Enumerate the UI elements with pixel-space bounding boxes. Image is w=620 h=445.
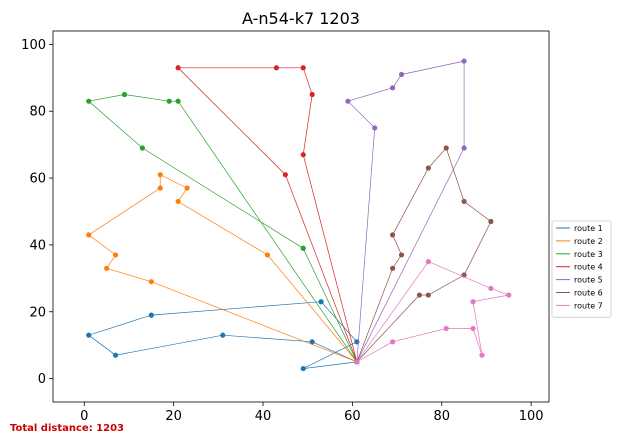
route-1-point: [300, 365, 306, 372]
x-tick-label: 80: [433, 409, 450, 424]
y-tick-label: 20: [29, 305, 46, 320]
route-5-line: [347, 60, 465, 363]
route-6-point: [416, 292, 423, 298]
y-tick-label: 0: [38, 372, 46, 387]
route-7-point: [443, 325, 449, 332]
legend-label: route 1: [574, 224, 603, 233]
y-tick-label: 100: [21, 38, 46, 53]
routes-layer: [86, 58, 512, 372]
route-2-point: [184, 185, 190, 191]
legend-label: route 6: [574, 289, 603, 298]
route-1-point: [309, 339, 315, 345]
route-3-point: [139, 145, 145, 151]
x-tick-label: 100: [519, 409, 544, 424]
route-2-point: [148, 279, 154, 285]
route-7-point: [479, 352, 485, 358]
route-6-line: [356, 147, 492, 363]
route-6-point: [398, 252, 405, 258]
route-2-point: [264, 252, 271, 258]
route-7-point: [425, 259, 431, 265]
route-2-point: [157, 172, 163, 178]
route-1-point: [112, 352, 119, 358]
route-6-point: [461, 198, 467, 205]
x-tick-label: 60: [344, 409, 361, 424]
y-axis: 0 20 40 60 80 100: [21, 38, 53, 387]
x-tick-label: 40: [255, 409, 272, 424]
route-4-point: [300, 65, 306, 71]
route-7-point: [390, 339, 396, 345]
route-6-point: [443, 145, 449, 151]
route-6-point: [390, 232, 396, 238]
route-3-point: [86, 98, 92, 104]
route-5-point: [398, 71, 405, 78]
route-3-point: [121, 91, 128, 98]
route-1-point: [148, 312, 154, 318]
route-5-point: [461, 58, 467, 64]
total-distance-label: Total distance: 1203: [10, 423, 125, 434]
y-tick-label: 40: [29, 238, 46, 253]
route-5-point: [390, 85, 396, 91]
route-6-point: [425, 292, 431, 298]
route-1-line: [87, 301, 358, 369]
route-4-point: [300, 152, 306, 158]
chart-title: A-n54-k7 1203: [242, 9, 360, 28]
route-6-point: [390, 265, 396, 271]
route-6-point: [425, 165, 431, 171]
route-1-point: [318, 299, 324, 305]
route-3-point: [166, 98, 172, 104]
x-tick-label: 0: [80, 409, 88, 424]
route-4-line: [177, 67, 358, 363]
y-tick-label: 80: [29, 105, 46, 120]
x-tick-label: 20: [165, 409, 182, 424]
plot-frame: [52, 30, 550, 403]
route-7-point: [506, 292, 512, 298]
route-6-point: [488, 218, 494, 225]
legend-label: route 2: [574, 237, 603, 246]
route-7-point: [488, 285, 494, 291]
legend-label: route 7: [574, 301, 603, 310]
route-3-point: [300, 245, 306, 251]
route-5-point: [372, 125, 378, 131]
route-2-point: [157, 185, 163, 191]
route-7-point: [470, 299, 476, 305]
route-2-point: [112, 252, 119, 258]
route-2-point: [175, 198, 181, 205]
route-1-point: [220, 332, 226, 338]
route-7-line: [356, 261, 511, 363]
legend-box: [551, 220, 612, 318]
route-7-point: [470, 325, 476, 332]
legend-label: route 3: [574, 250, 603, 259]
route-5-point: [461, 145, 467, 151]
legend-label: route 4: [574, 263, 603, 272]
route-3-point: [175, 98, 181, 104]
route-4-point: [282, 172, 288, 178]
legend: route 1 route 2 route 3 route 4 route 5 route…: [551, 220, 612, 318]
y-tick-label: 60: [29, 172, 46, 187]
route-4-point: [309, 91, 315, 98]
legend-label: route 5: [574, 276, 603, 285]
route-2-point: [104, 265, 110, 271]
route-7-point: [354, 359, 360, 365]
route-5-point: [345, 98, 351, 104]
route-1-point: [86, 332, 92, 338]
x-axis: 0 20 40 60 80 100: [80, 402, 544, 424]
route-4-point: [175, 65, 181, 71]
route-4-point: [273, 65, 280, 71]
route-2-point: [86, 232, 92, 238]
